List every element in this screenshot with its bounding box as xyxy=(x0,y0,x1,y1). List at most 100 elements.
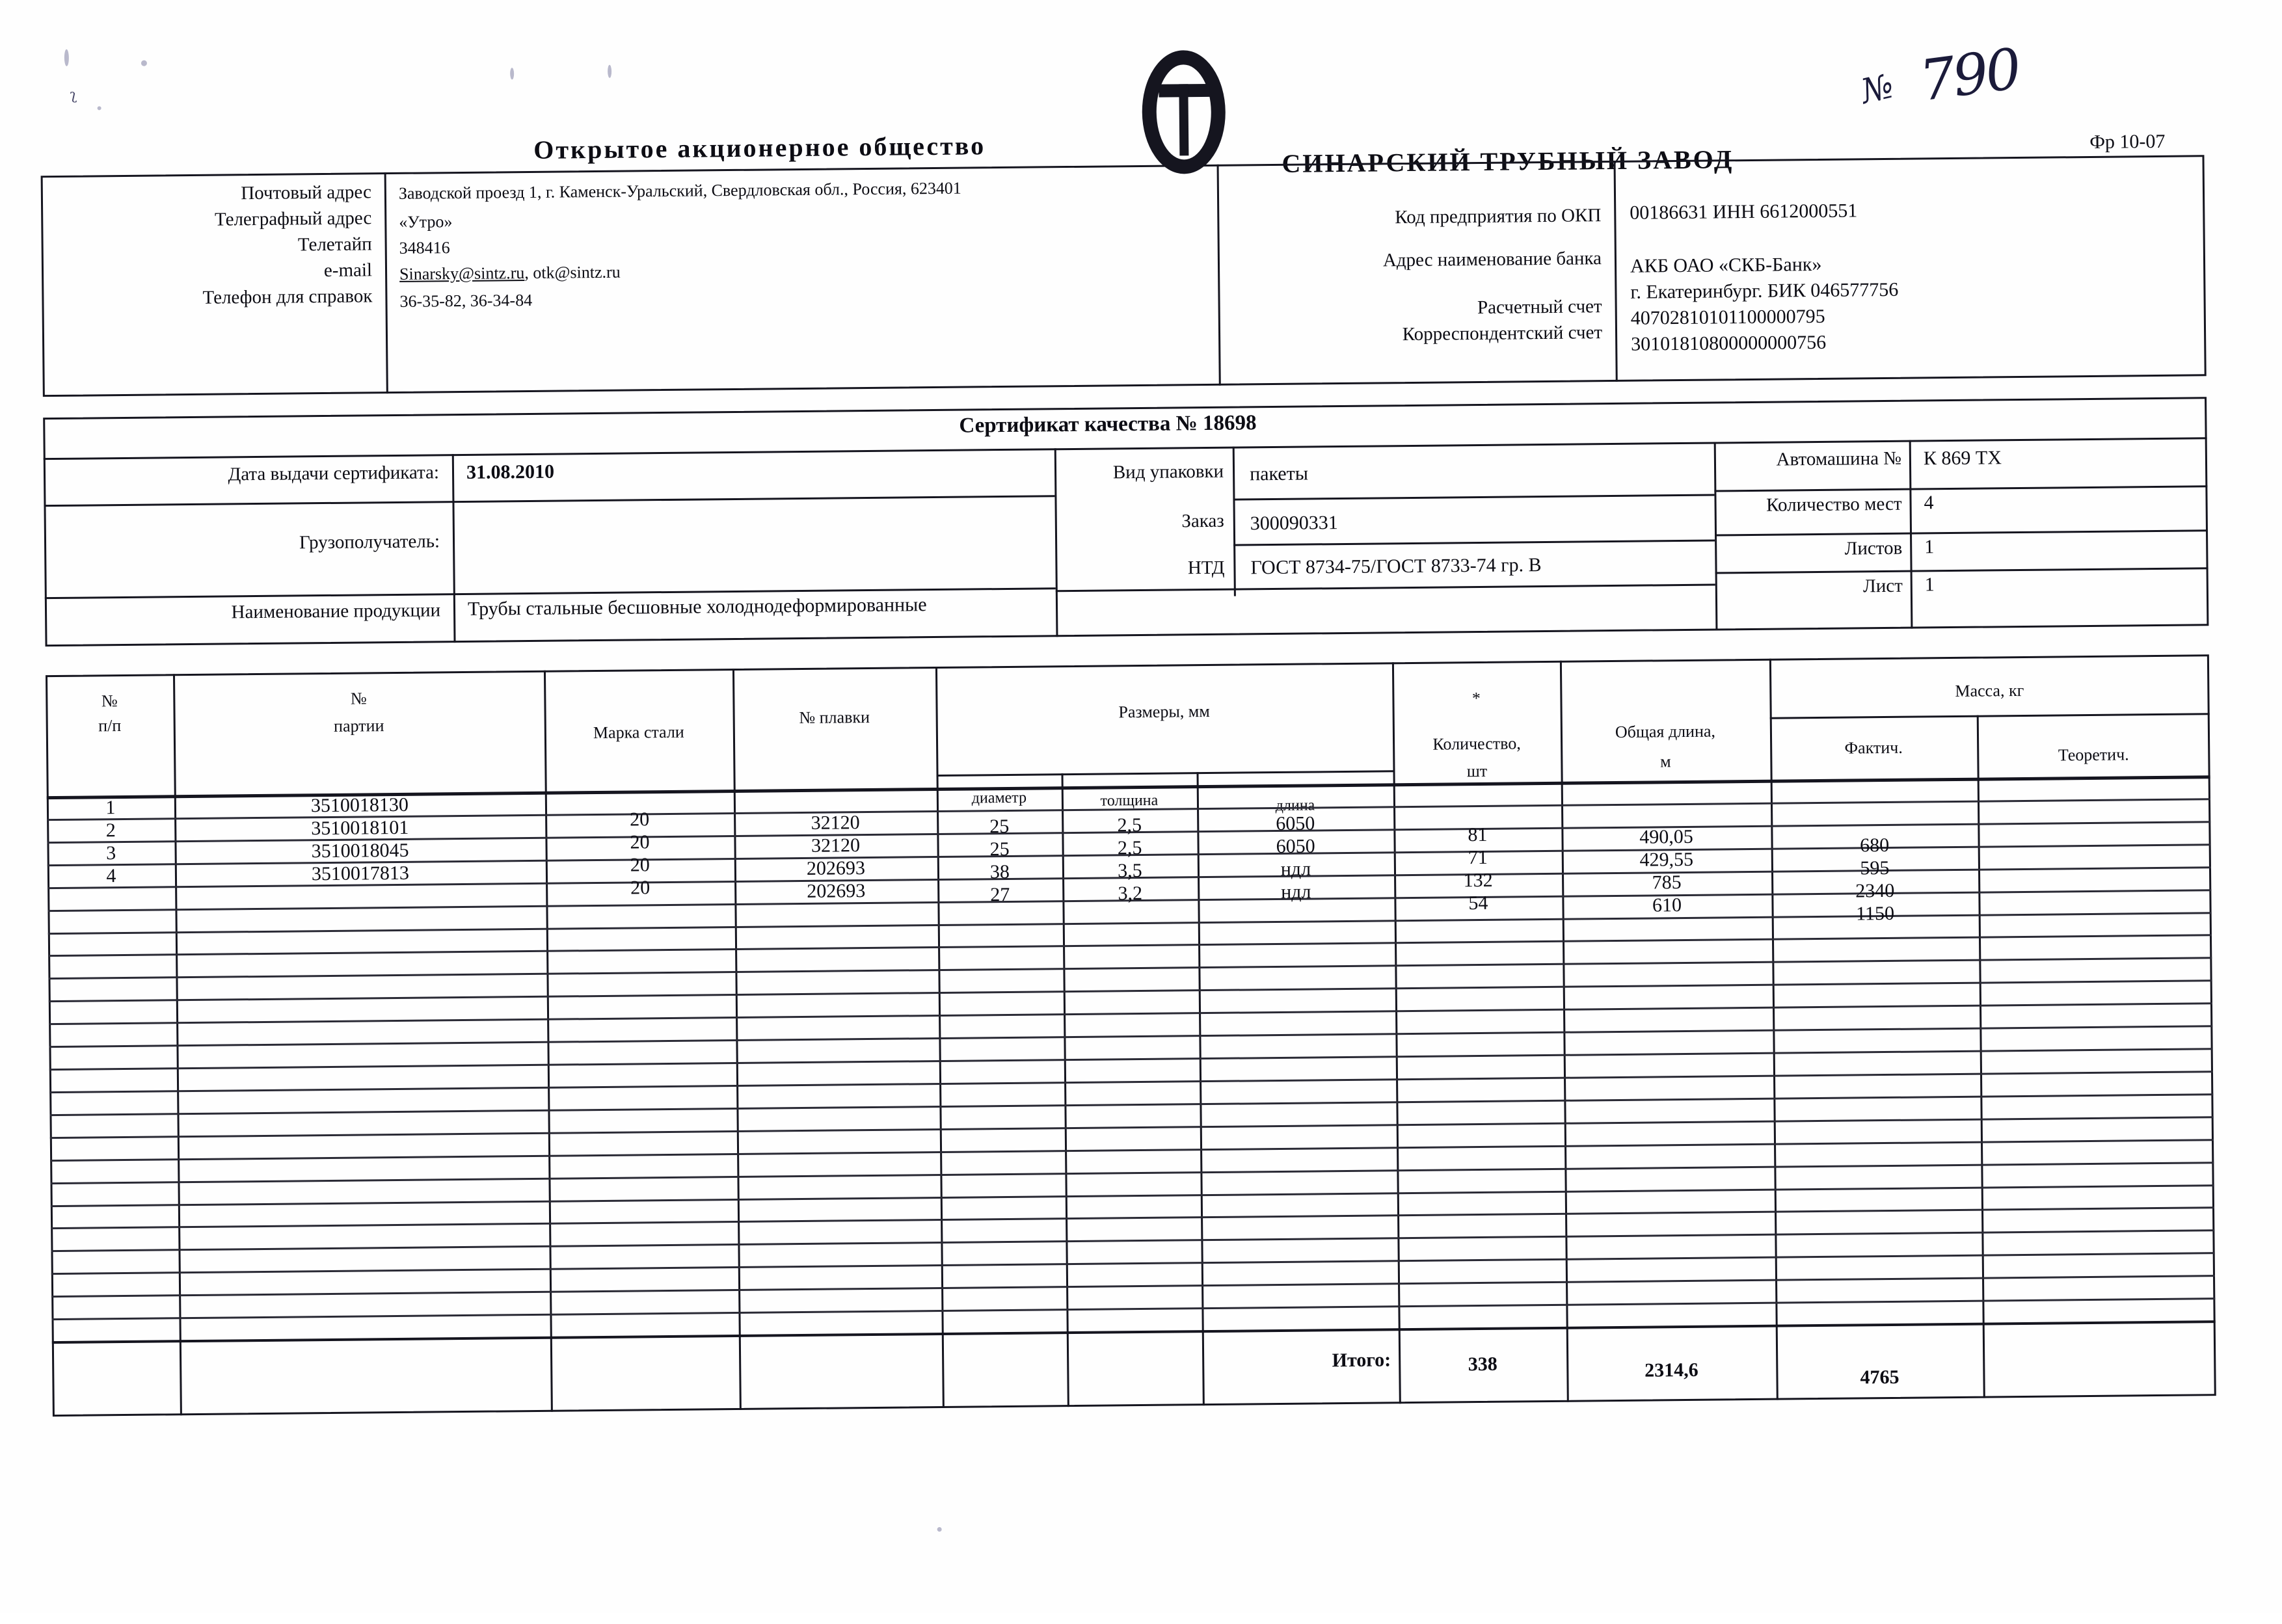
scan-speck xyxy=(510,68,515,80)
th-total-length-sub: м xyxy=(1659,752,1671,771)
sheets-label: Листов xyxy=(1844,537,1903,559)
contact-label-email: e-mail xyxy=(323,260,373,282)
cell-heat: 202693 xyxy=(807,879,866,902)
scan-speck xyxy=(937,1526,942,1532)
contact-label-telegraph: Телеграфный адрес xyxy=(214,207,372,230)
cell-batch: 3510017813 xyxy=(311,862,410,885)
cell-dia: 38 xyxy=(989,860,1010,883)
cell-dia: 25 xyxy=(989,815,1010,838)
cell-grade: 20 xyxy=(630,831,650,853)
cell-batch: 3510018130 xyxy=(310,793,409,817)
order-label: Заказ xyxy=(1181,510,1224,532)
cell-grade: 20 xyxy=(629,808,650,831)
sheet-label: Лист xyxy=(1862,575,1903,597)
cell-len: 6050 xyxy=(1276,835,1315,857)
email-secondary: , otk@sintz.ru xyxy=(524,262,621,283)
cell-thk: 3,5 xyxy=(1118,859,1142,882)
cell-total-len: 785 xyxy=(1652,871,1682,894)
contact-value-phone: 36-35-82, 36-34-84 xyxy=(399,290,533,311)
bank-label-correspondent: Корреспондентский счет xyxy=(1402,322,1603,345)
cell-no: 1 xyxy=(105,797,116,819)
totals-quantity: 338 xyxy=(1468,1353,1497,1376)
contact-value-telegraph: «Утро» xyxy=(399,212,453,232)
contact-value-teletype: 348416 xyxy=(399,238,450,258)
th-batch: № xyxy=(350,689,367,708)
cell-len: ндл xyxy=(1280,881,1311,903)
vehicle-label: Автомашина № xyxy=(1776,447,1902,470)
scan-speck xyxy=(141,60,148,66)
bank-value-name: АКБ ОАО «СКБ-Банк» xyxy=(1630,253,1822,277)
form-code: Фр 10-07 xyxy=(2089,130,2166,153)
table-body: 1 3510018130 20 32120 25 2,5 6050 81 490,05 680 2 3… xyxy=(0,0,2274,924)
ntd-value: ГОСТ 8734-75/ГОСТ 8733-74 гр. В xyxy=(1250,554,1542,579)
email-primary: Sinarsky@sintz.ru xyxy=(399,263,525,284)
scan-speck xyxy=(97,106,101,111)
handwritten-number-prefix: № xyxy=(1857,66,1898,112)
cell-mass-actual: 2340 xyxy=(1855,879,1895,902)
cell-grade: 20 xyxy=(630,854,650,876)
contact-label-postal: Почтовый адрес xyxy=(241,181,372,204)
th-quantity: Количество, xyxy=(1432,734,1521,754)
certificate-date-value: 31.08.2010 xyxy=(466,460,555,483)
cell-qty: 54 xyxy=(1468,892,1488,914)
scan-speck xyxy=(64,49,69,66)
order-value: 300090331 xyxy=(1250,512,1338,535)
scan-mark: ʅ xyxy=(70,87,77,103)
sheets-value: 1 xyxy=(1924,536,1935,558)
cell-mass-actual: 680 xyxy=(1859,834,1890,857)
bank-value-city: г. Екатеринбург. БИК 046577756 xyxy=(1630,278,1899,303)
certificate-date-label: Дата выдачи сертификата: xyxy=(228,462,440,485)
cell-thk: 2,5 xyxy=(1117,814,1142,836)
contact-label-teletype: Телетайп xyxy=(297,233,372,256)
th-mass-theory: Теоретич. xyxy=(2058,745,2129,765)
contact-label-phone: Телефон для справок xyxy=(202,286,373,308)
th-heat: № плавки xyxy=(799,707,870,728)
handwritten-number: 790 xyxy=(1916,36,2023,114)
th-no: № xyxy=(101,691,118,711)
sheet-value: 1 xyxy=(1924,574,1935,596)
cell-total-len: 610 xyxy=(1652,894,1682,916)
totals-mass-actual: 4765 xyxy=(1860,1366,1899,1389)
cell-batch: 3510018101 xyxy=(311,816,409,840)
contact-value-email: Sinarsky@sintz.ru, otk@sintz.ru xyxy=(399,263,621,284)
th-diameter: диаметр xyxy=(971,789,1027,807)
product-name-label: Наименование продукции xyxy=(231,600,441,623)
th-mass-actual: Фактич. xyxy=(1844,738,1903,758)
bank-value-settlement: 40702810101100000795 xyxy=(1630,305,1825,329)
packaging-label: Вид упаковки xyxy=(1112,460,1224,483)
places-value: 4 xyxy=(1924,492,1934,514)
certificate-title: Сертификат качества № 18698 xyxy=(959,411,1257,438)
vehicle-value: К 869 ТХ xyxy=(1923,447,2002,470)
th-quantity-sub: шт xyxy=(1466,761,1488,781)
th-quantity-asterisk: * xyxy=(1471,688,1481,708)
cell-thk: 3,2 xyxy=(1118,882,1143,905)
cell-qty: 132 xyxy=(1463,869,1493,892)
th-no-sub: п/п xyxy=(98,716,122,736)
cell-dia: 27 xyxy=(990,883,1010,905)
cell-total-len: 429,55 xyxy=(1639,848,1694,871)
cell-heat: 202693 xyxy=(806,857,866,879)
product-name-value: Трубы стальные бесшовные холоднодеформир… xyxy=(467,594,927,620)
cell-qty: 71 xyxy=(1468,846,1488,869)
th-batch-sub: партии xyxy=(333,716,384,736)
cell-len: 6050 xyxy=(1276,812,1315,835)
cell-no: 2 xyxy=(105,819,116,842)
logo-t-stem-icon xyxy=(1179,84,1189,156)
places-label: Количество мест xyxy=(1765,493,1902,516)
ntd-label: НТД xyxy=(1187,557,1225,579)
consignee-label: Грузополучатель: xyxy=(299,531,440,553)
totals-label: Итого: xyxy=(1332,1349,1391,1372)
cell-dia: 25 xyxy=(989,838,1010,860)
cell-no: 3 xyxy=(105,842,116,864)
cell-mass-actual: 595 xyxy=(1860,857,1890,879)
th-steel-grade: Марка стали xyxy=(593,722,684,743)
cell-batch: 3510018045 xyxy=(311,839,409,862)
cell-no: 4 xyxy=(106,864,116,887)
scan-speck xyxy=(608,64,612,78)
bank-label-settlement: Расчетный счет xyxy=(1477,296,1602,319)
cell-mass-actual: 1150 xyxy=(1856,902,1895,925)
packaging-value: пакеты xyxy=(1249,462,1309,485)
company-logo xyxy=(1135,49,1234,174)
totals-total-length: 2314,6 xyxy=(1644,1359,1698,1381)
